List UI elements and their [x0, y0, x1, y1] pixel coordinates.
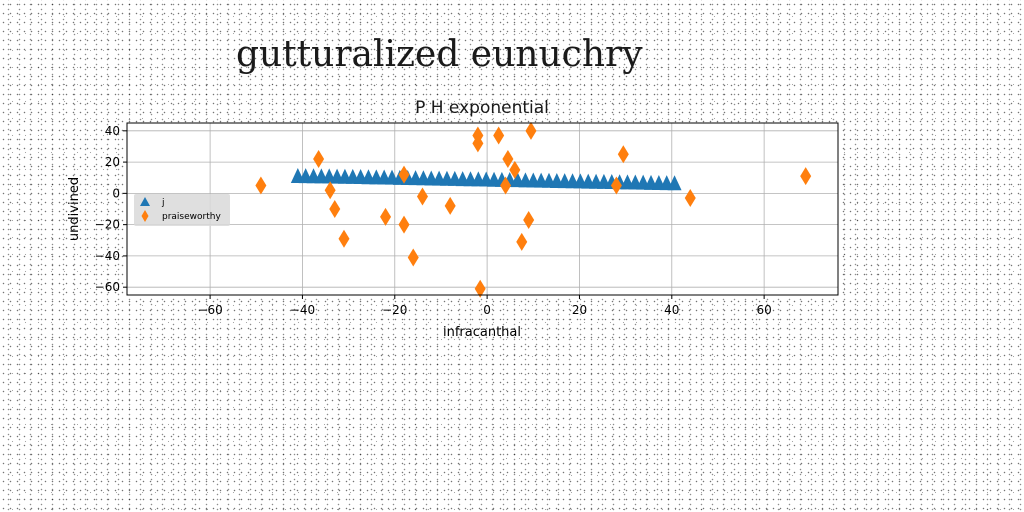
point-praiseworthy — [444, 196, 456, 215]
point-j — [667, 175, 682, 191]
plot-frame — [126, 122, 839, 296]
y-tick-label: −20 — [95, 218, 120, 232]
legend-label-praiseworthy: praiseworthy — [162, 212, 221, 222]
point-praiseworthy — [398, 165, 410, 184]
legend: j praiseworthy — [134, 194, 230, 226]
point-praiseworthy — [516, 232, 528, 251]
point-praiseworthy — [493, 126, 505, 145]
legend-box — [134, 194, 230, 226]
data-marks — [255, 121, 812, 298]
point-praiseworthy — [502, 149, 514, 168]
legend-marker-praiseworthy — [141, 210, 149, 222]
point-praiseworthy — [255, 176, 267, 195]
legend-marker-j — [140, 197, 150, 206]
y-tick-label: 20 — [105, 155, 120, 169]
x-axis-label: infracanthal — [443, 325, 521, 340]
x-tick-label: −20 — [382, 303, 407, 317]
point-praiseworthy — [509, 160, 521, 179]
point-praiseworthy — [525, 121, 537, 140]
point-praiseworthy — [380, 207, 392, 226]
legend-label-j: j — [161, 198, 165, 208]
point-praiseworthy — [800, 167, 812, 186]
point-praiseworthy — [474, 279, 486, 298]
point-praiseworthy — [500, 176, 512, 195]
point-praiseworthy — [684, 189, 696, 208]
point-praiseworthy — [617, 145, 629, 164]
grid-lines — [127, 123, 838, 295]
y-axis-label: undivined — [67, 177, 82, 241]
x-tick-label: −40 — [290, 303, 315, 317]
point-praiseworthy — [416, 187, 428, 206]
point-praiseworthy — [610, 176, 622, 195]
x-tick-label: 20 — [572, 303, 587, 317]
point-praiseworthy — [407, 248, 419, 267]
point-praiseworthy — [324, 181, 336, 200]
point-praiseworthy — [472, 134, 484, 153]
y-tick-label: −60 — [95, 280, 120, 294]
plot-area — [127, 123, 838, 295]
point-praiseworthy — [398, 215, 410, 234]
x-tick-label: 0 — [483, 303, 491, 317]
point-praiseworthy — [338, 229, 350, 248]
x-tick-label: 40 — [664, 303, 679, 317]
y-tick-label: 0 — [112, 186, 120, 200]
axis-ticks: −60 −40 −20 0 20 40 60 −60 −40 −20 0 20 40 — [95, 124, 772, 317]
point-praiseworthy — [329, 200, 341, 218]
figure-title: gutturalized eunuchry — [236, 34, 643, 75]
x-tick-label: 60 — [756, 303, 771, 317]
x-tick-label: −60 — [197, 303, 222, 317]
point-praiseworthy — [313, 149, 325, 168]
point-praiseworthy — [523, 210, 535, 229]
y-tick-label: 40 — [105, 124, 120, 138]
chart-title: P H exponential — [415, 98, 549, 118]
y-tick-label: −40 — [95, 249, 120, 263]
